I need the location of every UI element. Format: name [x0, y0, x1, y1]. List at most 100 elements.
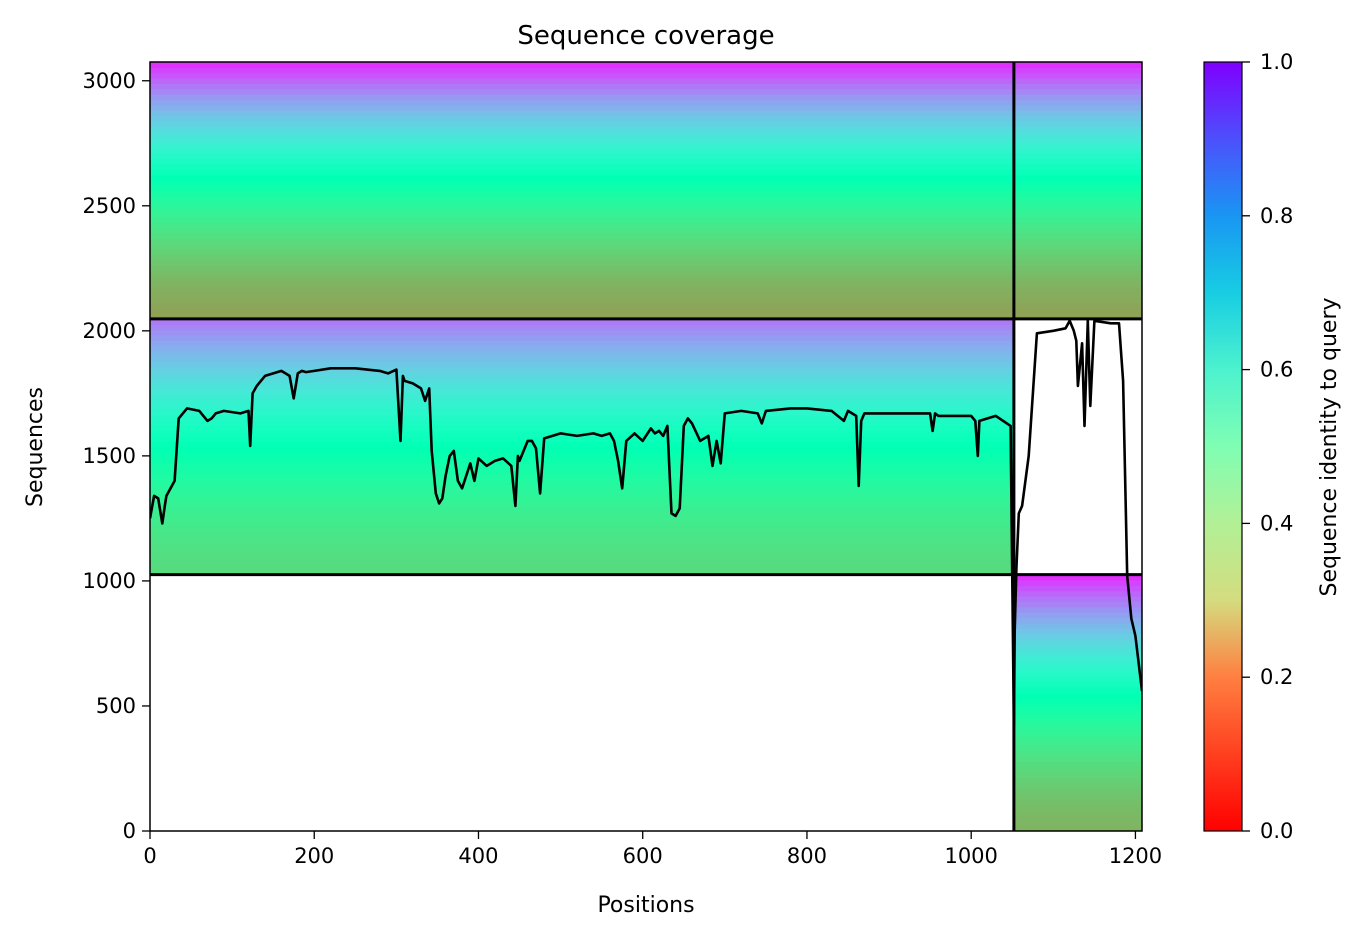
heatmap-band: [1013, 825, 1142, 831]
heatmap-band: [150, 516, 1014, 522]
colorbar: [1203, 61, 1243, 832]
heatmap-band: [150, 179, 1142, 186]
heatmap-band: [150, 484, 1014, 490]
heatmap-band: [1013, 574, 1142, 581]
x-tick-label: 400: [458, 844, 498, 868]
heatmap-band: [1013, 756, 1142, 763]
heatmap-band: [1013, 676, 1142, 683]
plot-frame: [149, 61, 1143, 832]
heatmap-band: [150, 436, 1014, 443]
heatmap-band: [1013, 745, 1142, 752]
heatmap-band: [150, 152, 1142, 159]
heatmap-band: [1013, 804, 1142, 811]
heatmap-band: [150, 388, 1014, 395]
heatmap-band: [150, 78, 1142, 85]
heatmap-band: [150, 542, 1014, 549]
heatmap-band: [150, 548, 1014, 554]
heatmap-band: [150, 430, 1014, 437]
heatmap-band: [150, 510, 1014, 517]
heatmap-band: [1013, 628, 1142, 635]
heatmap-band: [1013, 740, 1142, 747]
y-tick-label: 1000: [83, 569, 136, 593]
heatmap-band: [150, 131, 1142, 138]
heatmap-band: [1013, 708, 1142, 715]
heatmap-band: [150, 532, 1014, 538]
heatmap-band: [150, 286, 1142, 293]
heatmap-band: [1013, 793, 1142, 800]
chart-title: Sequence coverage: [517, 21, 774, 51]
heatmap-band: [1013, 814, 1142, 821]
heatmap-band: [1013, 596, 1142, 602]
heatmap-band: [150, 553, 1014, 560]
heatmap-band: [150, 494, 1014, 501]
colorbar-tick-label: 0.0: [1260, 819, 1293, 843]
heatmap-band: [150, 356, 1014, 363]
heatmap-band: [150, 521, 1014, 528]
heatmap-band: [1013, 724, 1142, 731]
heatmap-band: [150, 276, 1142, 282]
heatmap-band: [150, 249, 1142, 256]
heatmap-band: [150, 265, 1142, 272]
heatmap-band: [150, 350, 1014, 357]
heatmap-band: [150, 500, 1014, 506]
heatmap-band: [1013, 702, 1142, 709]
heatmap-band: [1013, 820, 1142, 827]
heatmap-band: [150, 372, 1014, 379]
heatmap-band: [1013, 697, 1142, 704]
y-tick-label: 500: [96, 694, 136, 718]
x-tick-label: 800: [787, 844, 827, 868]
heatmap-band: [150, 361, 1014, 368]
coverage-line-path: [150, 319, 1142, 728]
heatmap-band: [150, 142, 1142, 149]
heatmap-band: [1013, 772, 1142, 779]
heatmap-band: [150, 158, 1142, 165]
y-tick-label: 2500: [83, 194, 136, 218]
heatmap-band: [150, 190, 1142, 197]
heatmap-band: [1013, 622, 1142, 629]
heatmap-band: [1013, 692, 1142, 699]
heatmap-band: [150, 340, 1014, 347]
heatmap-band: [150, 259, 1142, 266]
heatmap-band: [150, 292, 1142, 299]
heatmap-band: [1013, 777, 1142, 784]
heatmap-band: [1013, 809, 1142, 816]
heatmap-band: [150, 308, 1142, 315]
heatmap-band: [1013, 670, 1142, 677]
heatmap-band: [1013, 750, 1142, 757]
heatmap-band: [150, 185, 1142, 192]
heatmap-band: [150, 217, 1142, 224]
heatmap-band: [150, 334, 1014, 341]
heatmap-band: [1013, 761, 1142, 768]
heatmap-band: [1013, 729, 1142, 736]
heatmap-band: [150, 233, 1142, 240]
colorbar-tick-label: 0.2: [1260, 665, 1293, 689]
heatmap-band: [150, 62, 1142, 68]
heatmap-band: [150, 468, 1014, 474]
heatmap-band: [150, 238, 1142, 245]
heatmap-band: [150, 270, 1142, 277]
heatmap-band: [1013, 644, 1142, 651]
heatmap-band: [150, 281, 1142, 288]
y-axis-label: Sequences: [23, 387, 48, 507]
heatmap-band: [1013, 638, 1142, 645]
heatmap-band: [150, 345, 1014, 352]
heatmap-band: [1013, 665, 1142, 672]
colorbar-axis: 0.0 0.2 0.4 0.6 0.8 1.0: [1242, 50, 1293, 843]
heatmap-band: [150, 377, 1014, 384]
colorbar-tick-label: 1.0: [1260, 50, 1293, 74]
heatmap-band: [150, 72, 1142, 79]
heatmap-band: [1013, 798, 1142, 805]
heatmap-band: [1013, 788, 1142, 795]
heatmap-band: [150, 120, 1142, 127]
heatmap-band: [150, 329, 1014, 336]
x-axis-label: Positions: [597, 893, 694, 918]
heatmap-band: [150, 222, 1142, 229]
heatmap-band: [150, 478, 1014, 485]
heatmap-band: [1013, 633, 1142, 640]
heatmap-band: [1013, 585, 1142, 592]
heatmap-band: [150, 398, 1014, 405]
heatmap-band: [1013, 580, 1142, 586]
heatmap-band: [1013, 782, 1142, 789]
heatmap-band: [150, 67, 1142, 74]
